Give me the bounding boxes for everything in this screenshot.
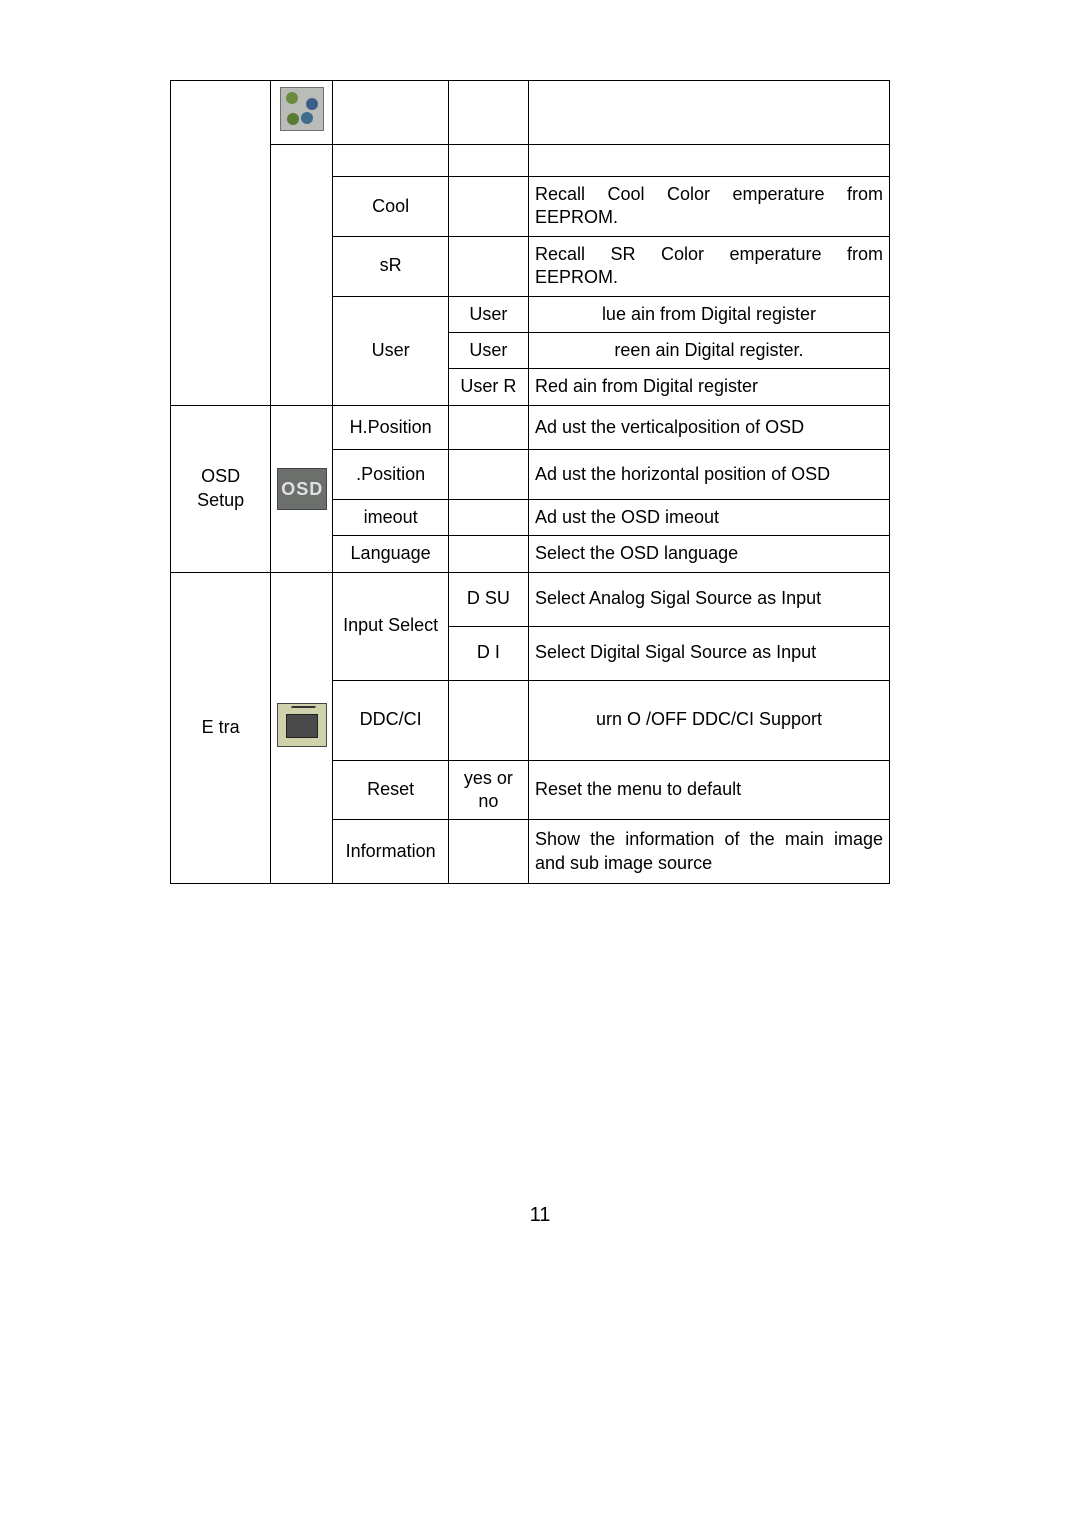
osd-table: Cool Recall Cool Color emperature from E… xyxy=(170,80,890,884)
opt-dvi: D I xyxy=(448,626,528,680)
desc-timeout: Ad ust the OSD imeout xyxy=(528,499,889,535)
desc-user-blue: lue ain from Digital register xyxy=(528,296,889,332)
opt-user-blue: User xyxy=(448,296,528,332)
desc-ddcci: urn O /OFF DDC/CI Support xyxy=(528,680,889,760)
desc-hposition: Ad ust the verticalposition of OSD xyxy=(528,405,889,449)
opt-dsub: D SU xyxy=(448,572,528,626)
desc-cell-blank xyxy=(528,145,889,177)
opt-blank xyxy=(448,449,528,499)
opt-reset: yes or no xyxy=(448,760,528,820)
desc-reset: Reset the menu to default xyxy=(528,760,889,820)
category-cell-color xyxy=(171,81,271,406)
icon-cell-color xyxy=(271,81,333,145)
color-icon xyxy=(280,87,324,131)
opt-blank xyxy=(448,236,528,296)
sub-information: Information xyxy=(333,820,448,884)
page-number: 11 xyxy=(170,1204,910,1227)
desc-cool: Recall Cool Color emperature from EEPROM… xyxy=(528,177,889,237)
desc-user-red: Red ain from Digital register xyxy=(528,369,889,405)
desc-input-digital: Select Digital Sigal Source as Input xyxy=(528,626,889,680)
sub-reset: Reset xyxy=(333,760,448,820)
sub-hposition: H.Position xyxy=(333,405,448,449)
opt-blank xyxy=(448,820,528,884)
sub-cool: Cool xyxy=(333,177,448,237)
table-row xyxy=(171,145,890,177)
icon-cell-blank xyxy=(271,145,333,406)
desc-sr: Recall SR Color emperature from EEPROM. xyxy=(528,236,889,296)
category-osd-setup: OSD Setup xyxy=(171,405,271,572)
opt-blank xyxy=(448,536,528,572)
opt-blank xyxy=(448,177,528,237)
desc-information: Show the information of the main image a… xyxy=(528,820,889,884)
icon-cell-osd: OSD xyxy=(271,405,333,572)
icon-cell-extra xyxy=(271,572,333,884)
sub-cell-blank xyxy=(333,145,448,177)
table-row xyxy=(171,81,890,145)
sub-language: Language xyxy=(333,536,448,572)
desc-language: Select the OSD language xyxy=(528,536,889,572)
sub-user: User xyxy=(333,296,448,405)
sub-sr: sR xyxy=(333,236,448,296)
page: Cool Recall Cool Color emperature from E… xyxy=(0,0,1080,1227)
opt-blank xyxy=(448,405,528,449)
opt-user-green: User xyxy=(448,332,528,368)
category-extra: E tra xyxy=(171,572,271,884)
extra-icon xyxy=(277,703,327,747)
osd-icon: OSD xyxy=(277,468,327,510)
sub-ddcci: DDC/CI xyxy=(333,680,448,760)
sub-input-select: Input Select xyxy=(333,572,448,680)
desc-cell-blank xyxy=(528,81,889,145)
sub-timeout: imeout xyxy=(333,499,448,535)
opt-blank xyxy=(448,680,528,760)
sub-vposition: .Position xyxy=(333,449,448,499)
opt-cell-blank xyxy=(448,81,528,145)
table-row: OSD Setup OSD H.Position Ad ust the vert… xyxy=(171,405,890,449)
desc-input-analog: Select Analog Sigal Source as Input xyxy=(528,572,889,626)
opt-cell-blank xyxy=(448,145,528,177)
table-row: E tra Input Select D SU Select Analog Si… xyxy=(171,572,890,626)
desc-user-green: reen ain Digital register. xyxy=(528,332,889,368)
opt-blank xyxy=(448,499,528,535)
opt-user-red: User R xyxy=(448,369,528,405)
desc-vposition: Ad ust the horizontal position of OSD xyxy=(528,449,889,499)
sub-cell-blank xyxy=(333,81,448,145)
